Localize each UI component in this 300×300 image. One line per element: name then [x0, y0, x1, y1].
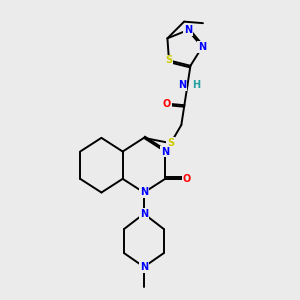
- Text: H: H: [192, 80, 200, 90]
- Text: S: S: [167, 138, 174, 148]
- Text: O: O: [163, 99, 171, 109]
- Text: N: N: [140, 188, 148, 197]
- Text: N: N: [198, 42, 206, 52]
- Text: N: N: [184, 25, 192, 35]
- Text: N: N: [178, 80, 186, 90]
- Text: N: N: [140, 209, 148, 219]
- Text: O: O: [182, 174, 190, 184]
- Text: N: N: [140, 262, 148, 272]
- Text: N: N: [161, 146, 169, 157]
- Text: S: S: [165, 56, 172, 65]
